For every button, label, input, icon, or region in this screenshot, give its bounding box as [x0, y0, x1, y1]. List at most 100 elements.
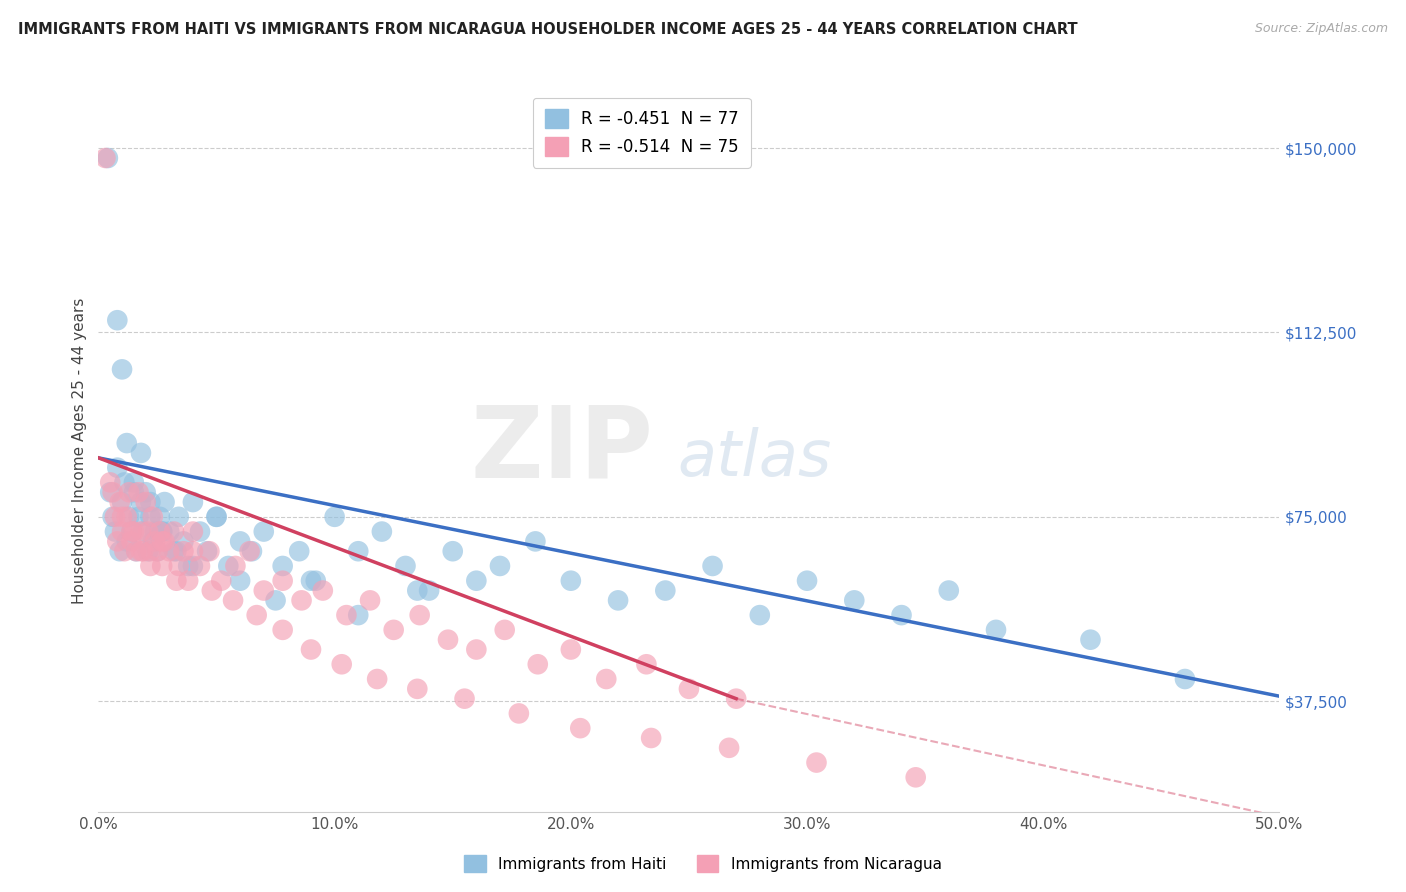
Point [135, 485, 157, 500]
Point [526, 657, 548, 672]
Point [347, 544, 370, 558]
Point [1174, 672, 1197, 686]
Text: ZIP: ZIP [471, 402, 654, 499]
Point [453, 691, 475, 706]
Point [441, 544, 464, 558]
Point [371, 524, 394, 539]
Legend: Immigrants from Haiti, Immigrants from Nicaragua: Immigrants from Haiti, Immigrants from N… [457, 847, 949, 880]
Point [382, 623, 405, 637]
Point [201, 583, 224, 598]
Point [508, 706, 530, 721]
Point [108, 495, 131, 509]
Point [188, 558, 211, 573]
Point [198, 544, 221, 558]
Point [105, 313, 128, 327]
Point [271, 558, 294, 573]
Point [904, 770, 927, 784]
Point [149, 524, 172, 539]
Point [104, 509, 127, 524]
Point [181, 524, 204, 539]
Point [112, 544, 135, 558]
Point [271, 574, 294, 588]
Point [142, 534, 165, 549]
Point [105, 534, 128, 549]
Point [1080, 632, 1102, 647]
Point [437, 632, 460, 647]
Point [290, 593, 312, 607]
Point [111, 362, 134, 376]
Point [844, 593, 866, 607]
Point [98, 475, 121, 490]
Point [122, 485, 145, 500]
Point [150, 534, 173, 549]
Point [305, 574, 328, 588]
Point [177, 558, 200, 573]
Point [465, 574, 488, 588]
Point [94, 151, 117, 165]
Point [335, 608, 357, 623]
Point [323, 509, 346, 524]
Point [157, 524, 180, 539]
Point [111, 524, 134, 539]
Point [172, 544, 194, 558]
Point [347, 608, 370, 623]
Point [136, 544, 159, 558]
Point [796, 574, 818, 588]
Point [489, 558, 512, 573]
Point [167, 509, 190, 524]
Point [149, 509, 172, 524]
Point [108, 544, 131, 558]
Point [139, 558, 162, 573]
Point [181, 558, 204, 573]
Point [725, 691, 748, 706]
Point [595, 672, 617, 686]
Point [560, 574, 582, 588]
Point [560, 642, 582, 657]
Point [702, 558, 724, 573]
Point [101, 509, 124, 524]
Point [188, 524, 211, 539]
Point [153, 495, 176, 509]
Point [299, 642, 322, 657]
Point [153, 534, 176, 549]
Point [132, 544, 155, 558]
Point [181, 544, 204, 558]
Point [125, 544, 148, 558]
Point [718, 740, 741, 755]
Point [142, 509, 165, 524]
Point [890, 608, 912, 623]
Point [112, 475, 135, 490]
Point [129, 544, 152, 558]
Point [143, 524, 166, 539]
Point [806, 756, 828, 770]
Point [253, 524, 276, 539]
Point [678, 681, 700, 696]
Point [271, 623, 294, 637]
Point [136, 524, 159, 539]
Point [359, 593, 381, 607]
Point [146, 544, 169, 558]
Point [640, 731, 662, 745]
Point [146, 544, 169, 558]
Point [636, 657, 658, 672]
Point [217, 558, 239, 573]
Point [494, 623, 516, 637]
Y-axis label: Householder Income Ages 25 - 44 years: Householder Income Ages 25 - 44 years [72, 297, 87, 604]
Point [111, 495, 134, 509]
Point [157, 544, 180, 558]
Text: atlas: atlas [678, 426, 831, 489]
Point [195, 544, 218, 558]
Text: Source: ZipAtlas.com: Source: ZipAtlas.com [1254, 22, 1388, 36]
Point [330, 657, 353, 672]
Point [105, 460, 128, 475]
Point [240, 544, 263, 558]
Point [111, 509, 134, 524]
Point [264, 593, 287, 607]
Point [205, 509, 228, 524]
Point [167, 558, 190, 573]
Legend: R = -0.451  N = 77, R = -0.514  N = 75: R = -0.451 N = 77, R = -0.514 N = 75 [533, 97, 751, 168]
Point [98, 485, 121, 500]
Point [128, 485, 150, 500]
Point [209, 574, 232, 588]
Point [938, 583, 960, 598]
